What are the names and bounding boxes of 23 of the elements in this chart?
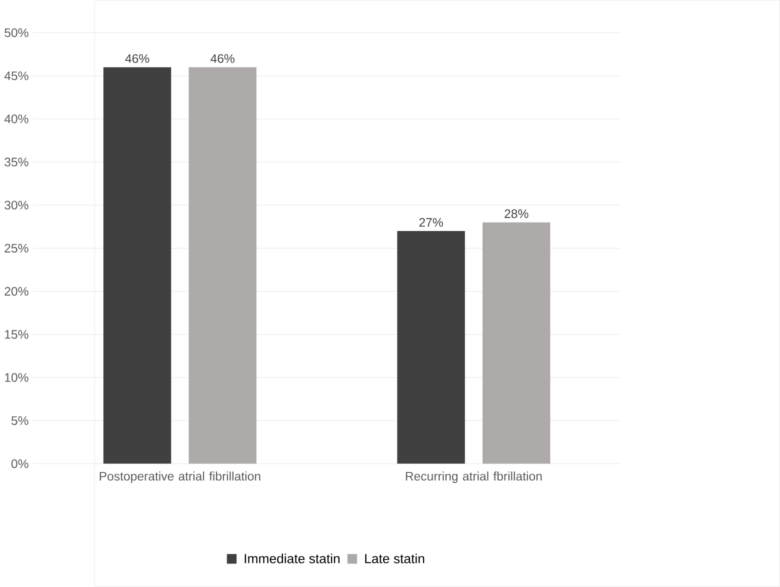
y-tick-label: 35% bbox=[4, 158, 28, 166]
data-label: 28% bbox=[504, 209, 528, 218]
legend-label: Immediate statin bbox=[244, 554, 340, 564]
data-label: 27% bbox=[419, 218, 443, 227]
data-label: 46% bbox=[210, 54, 234, 63]
legend-label: Late statin bbox=[365, 554, 424, 564]
y-tick-label: 20% bbox=[4, 286, 28, 296]
y-tick-label: 40% bbox=[4, 114, 28, 124]
bar bbox=[397, 230, 465, 464]
y-tick-label: 50% bbox=[4, 28, 28, 38]
y-tick-label: 15% bbox=[5, 330, 28, 339]
y-tick-label: 30% bbox=[4, 200, 28, 210]
data-label: 46% bbox=[125, 54, 150, 63]
x-tick-label: Postoperative atrial fibrillation bbox=[100, 472, 260, 483]
bar bbox=[482, 222, 550, 464]
y-tick-label: 10% bbox=[5, 373, 28, 382]
x-tick-label: Recurring atrial fbrillation bbox=[406, 472, 542, 483]
bar bbox=[188, 67, 256, 464]
y-tick-label: 25% bbox=[4, 244, 28, 253]
y-tick-label: 45% bbox=[4, 71, 28, 80]
y-tick-label: 0% bbox=[11, 459, 28, 468]
bar bbox=[103, 67, 172, 464]
y-tick-label: 5% bbox=[11, 416, 28, 425]
